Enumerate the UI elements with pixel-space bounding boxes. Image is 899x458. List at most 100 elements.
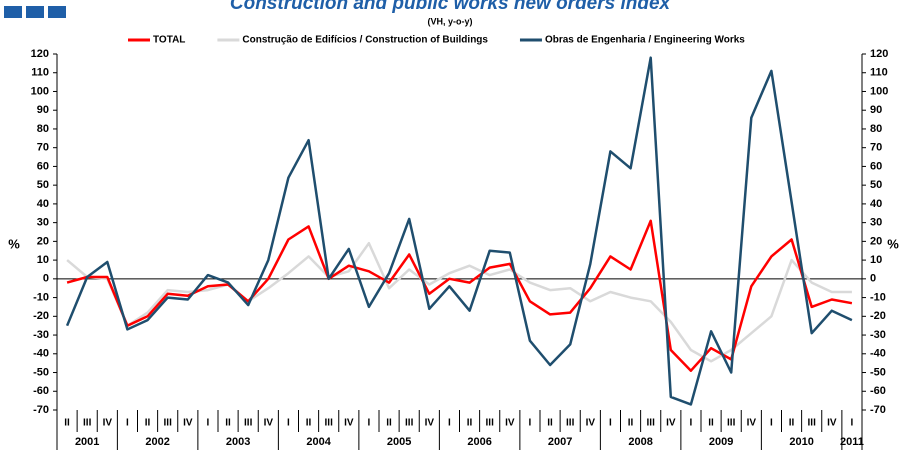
y-tick-label: -30 [33, 329, 49, 341]
year-label: 2006 [467, 436, 491, 448]
x-tick-label: IV [103, 418, 113, 429]
x-tick-label: II [306, 418, 312, 429]
x-tick-label: III [244, 418, 253, 429]
y-tick-label: -60 [33, 385, 49, 397]
x-tick-label: III [566, 418, 575, 429]
legend-label: TOTAL [153, 35, 185, 46]
logo-block [4, 6, 22, 18]
chart-subtitle: (VH, y-o-y) [428, 16, 473, 26]
y-tick-label: -40 [33, 348, 49, 360]
x-tick-label: II [628, 418, 634, 429]
y2-tick-label: -50 [870, 366, 886, 378]
x-tick-label: IV [264, 418, 274, 429]
x-tick-label: IV [505, 418, 515, 429]
y2-tick-label: 50 [870, 179, 882, 191]
y2-axis-label: % [887, 236, 899, 251]
y2-tick-label: 20 [870, 235, 882, 247]
x-tick-label: II [64, 418, 70, 429]
y2-tick-label: -10 [870, 291, 886, 303]
x-tick-label: II [386, 418, 392, 429]
x-tick-label: II [225, 418, 231, 429]
y-tick-label: 50 [37, 179, 49, 191]
x-tick-label: I [609, 418, 612, 429]
y2-tick-label: 0 [870, 273, 876, 285]
x-tick-label: IV [747, 418, 757, 429]
y2-tick-label: 70 [870, 142, 882, 154]
y2-tick-label: -40 [870, 348, 886, 360]
y2-tick-label: -60 [870, 385, 886, 397]
x-tick-label: III [405, 418, 414, 429]
x-tick-label: IV [666, 418, 676, 429]
x-tick-label: I [770, 418, 773, 429]
y2-tick-label: 30 [870, 217, 882, 229]
year-label: 2007 [548, 436, 572, 448]
y2-tick-label: 60 [870, 160, 882, 172]
x-tick-label: III [486, 418, 495, 429]
logo-block [26, 6, 44, 18]
y-tick-label: 120 [31, 48, 49, 60]
x-tick-label: I [368, 418, 371, 429]
x-tick-label: III [164, 418, 173, 429]
x-tick-label: III [727, 418, 736, 429]
x-tick-label: II [547, 418, 553, 429]
x-tick-label: I [851, 418, 854, 429]
y2-tick-label: 10 [870, 254, 882, 266]
y2-tick-label: 90 [870, 104, 882, 116]
year-label: 2009 [709, 436, 733, 448]
x-tick-label: I [448, 418, 451, 429]
x-tick-label: III [325, 418, 334, 429]
y2-tick-label: -70 [870, 404, 886, 416]
x-tick-label: II [467, 418, 473, 429]
x-tick-label: IV [425, 418, 435, 429]
year-label: 2004 [306, 436, 331, 448]
legend-label: Construção de Edifícios / Construction o… [242, 35, 488, 46]
y-tick-label: 40 [37, 198, 49, 210]
x-tick-label: I [207, 418, 210, 429]
x-tick-label: IV [183, 418, 193, 429]
x-tick-label: IV [344, 418, 354, 429]
y-tick-label: -20 [33, 310, 49, 322]
y2-tick-label: 110 [870, 67, 888, 79]
y2-tick-label: -30 [870, 329, 886, 341]
y-tick-label: 10 [37, 254, 49, 266]
y-tick-label: 60 [37, 160, 49, 172]
x-tick-label: I [287, 418, 290, 429]
year-label: 2005 [387, 436, 411, 448]
x-tick-label: III [83, 418, 92, 429]
year-label: 2011 [840, 436, 864, 448]
y-axis-label: % [8, 236, 20, 251]
y2-tick-label: 40 [870, 198, 882, 210]
y-tick-label: -50 [33, 366, 49, 378]
y-tick-label: 90 [37, 104, 49, 116]
y-tick-label: 80 [37, 123, 49, 135]
x-tick-label: IV [827, 418, 837, 429]
y-tick-label: 20 [37, 235, 49, 247]
y2-tick-label: 120 [870, 48, 888, 60]
x-tick-label: III [647, 418, 656, 429]
x-tick-label: I [690, 418, 693, 429]
x-tick-label: II [145, 418, 151, 429]
year-label: 2002 [145, 436, 169, 448]
year-label: 2010 [789, 436, 813, 448]
x-tick-label: II [708, 418, 714, 429]
y-tick-label: -10 [33, 291, 49, 303]
y2-tick-label: 80 [870, 123, 882, 135]
y-tick-label: 30 [37, 217, 49, 229]
y-tick-label: -70 [33, 404, 49, 416]
series-line [65, 56, 853, 406]
x-tick-label: IV [586, 418, 596, 429]
y-tick-label: 100 [31, 85, 49, 97]
x-tick-label: III [808, 418, 817, 429]
y-tick-label: 70 [37, 142, 49, 154]
y-tick-label: 110 [31, 67, 49, 79]
y2-tick-label: 100 [870, 85, 888, 97]
logo-block [48, 6, 66, 18]
year-label: 2003 [226, 436, 250, 448]
chart-title: Construction and public works new orders… [230, 0, 672, 14]
y-tick-label: 0 [43, 273, 49, 285]
x-tick-label: I [126, 418, 129, 429]
y2-tick-label: -20 [870, 310, 886, 322]
legend-label: Obras de Engenharia / Engineering Works [545, 35, 745, 46]
